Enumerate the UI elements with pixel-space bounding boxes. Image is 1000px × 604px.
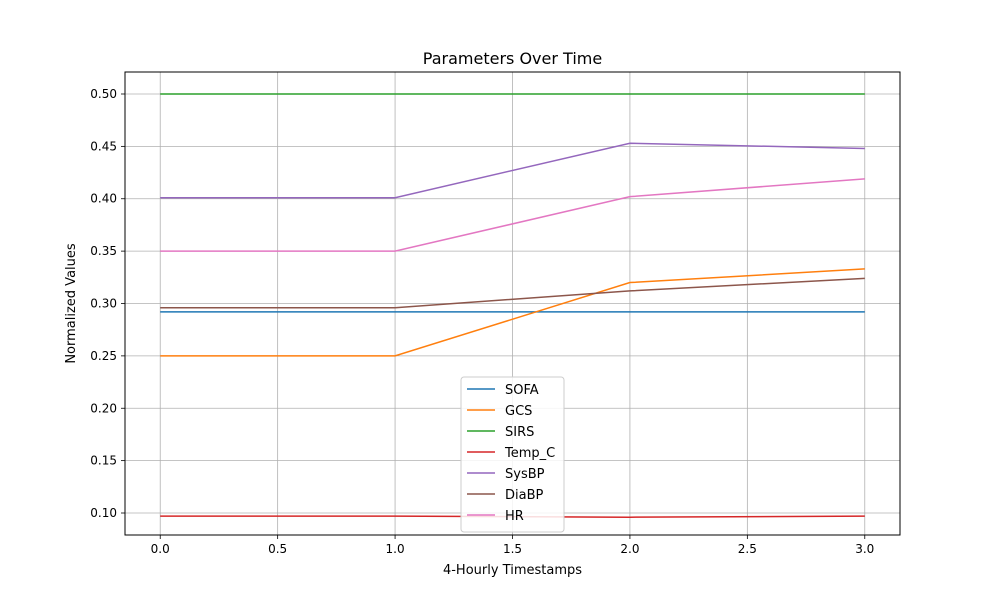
chart-title: Parameters Over Time <box>423 49 602 68</box>
legend: SOFA GCS SIRS Temp_C SysBP DiaBP HR <box>460 376 565 533</box>
x-tick-label: 2.5 <box>738 542 757 556</box>
legend-label: SysBP <box>505 467 545 482</box>
series-line-gcs <box>160 268 865 357</box>
y-tick-label: 0.15 <box>90 454 117 468</box>
y-axis-ticks: 0.10 0.15 0.20 0.25 0.30 0.35 0.40 0.45 0.50 <box>90 87 125 520</box>
legend-label: HR <box>505 509 524 524</box>
legend-label: GCS <box>505 404 532 419</box>
y-tick-label: 0.20 <box>90 401 117 415</box>
y-tick-label: 0.45 <box>90 139 117 153</box>
x-tick-label: 0.5 <box>268 542 287 556</box>
series-line-hr <box>160 178 865 252</box>
x-axis-ticks: 0.0 0.5 1.0 1.5 2.0 2.5 3.0 <box>151 535 874 556</box>
legend-label: SIRS <box>505 425 534 440</box>
x-tick-label: 0.0 <box>151 542 170 556</box>
y-tick-label: 0.35 <box>90 244 117 258</box>
legend-label: DiaBP <box>505 488 544 503</box>
series-lines <box>160 93 865 518</box>
y-tick-label: 0.25 <box>90 349 117 363</box>
x-axis-label: 4-Hourly Timestamps <box>443 563 582 578</box>
legend-label: Temp_C <box>504 446 555 461</box>
x-tick-label: 1.0 <box>386 542 405 556</box>
x-tick-label: 3.0 <box>855 542 874 556</box>
x-tick-label: 2.0 <box>620 542 639 556</box>
y-tick-label: 0.10 <box>90 506 117 520</box>
y-tick-label: 0.50 <box>90 87 117 101</box>
y-tick-label: 0.30 <box>90 297 117 311</box>
x-tick-label: 1.5 <box>503 542 522 556</box>
y-axis-label: Normalized Values <box>64 243 79 364</box>
legend-label: SOFA <box>505 383 539 398</box>
series-line-sysbp <box>160 142 865 199</box>
y-tick-label: 0.40 <box>90 192 117 206</box>
series-line-diabp <box>160 277 865 309</box>
